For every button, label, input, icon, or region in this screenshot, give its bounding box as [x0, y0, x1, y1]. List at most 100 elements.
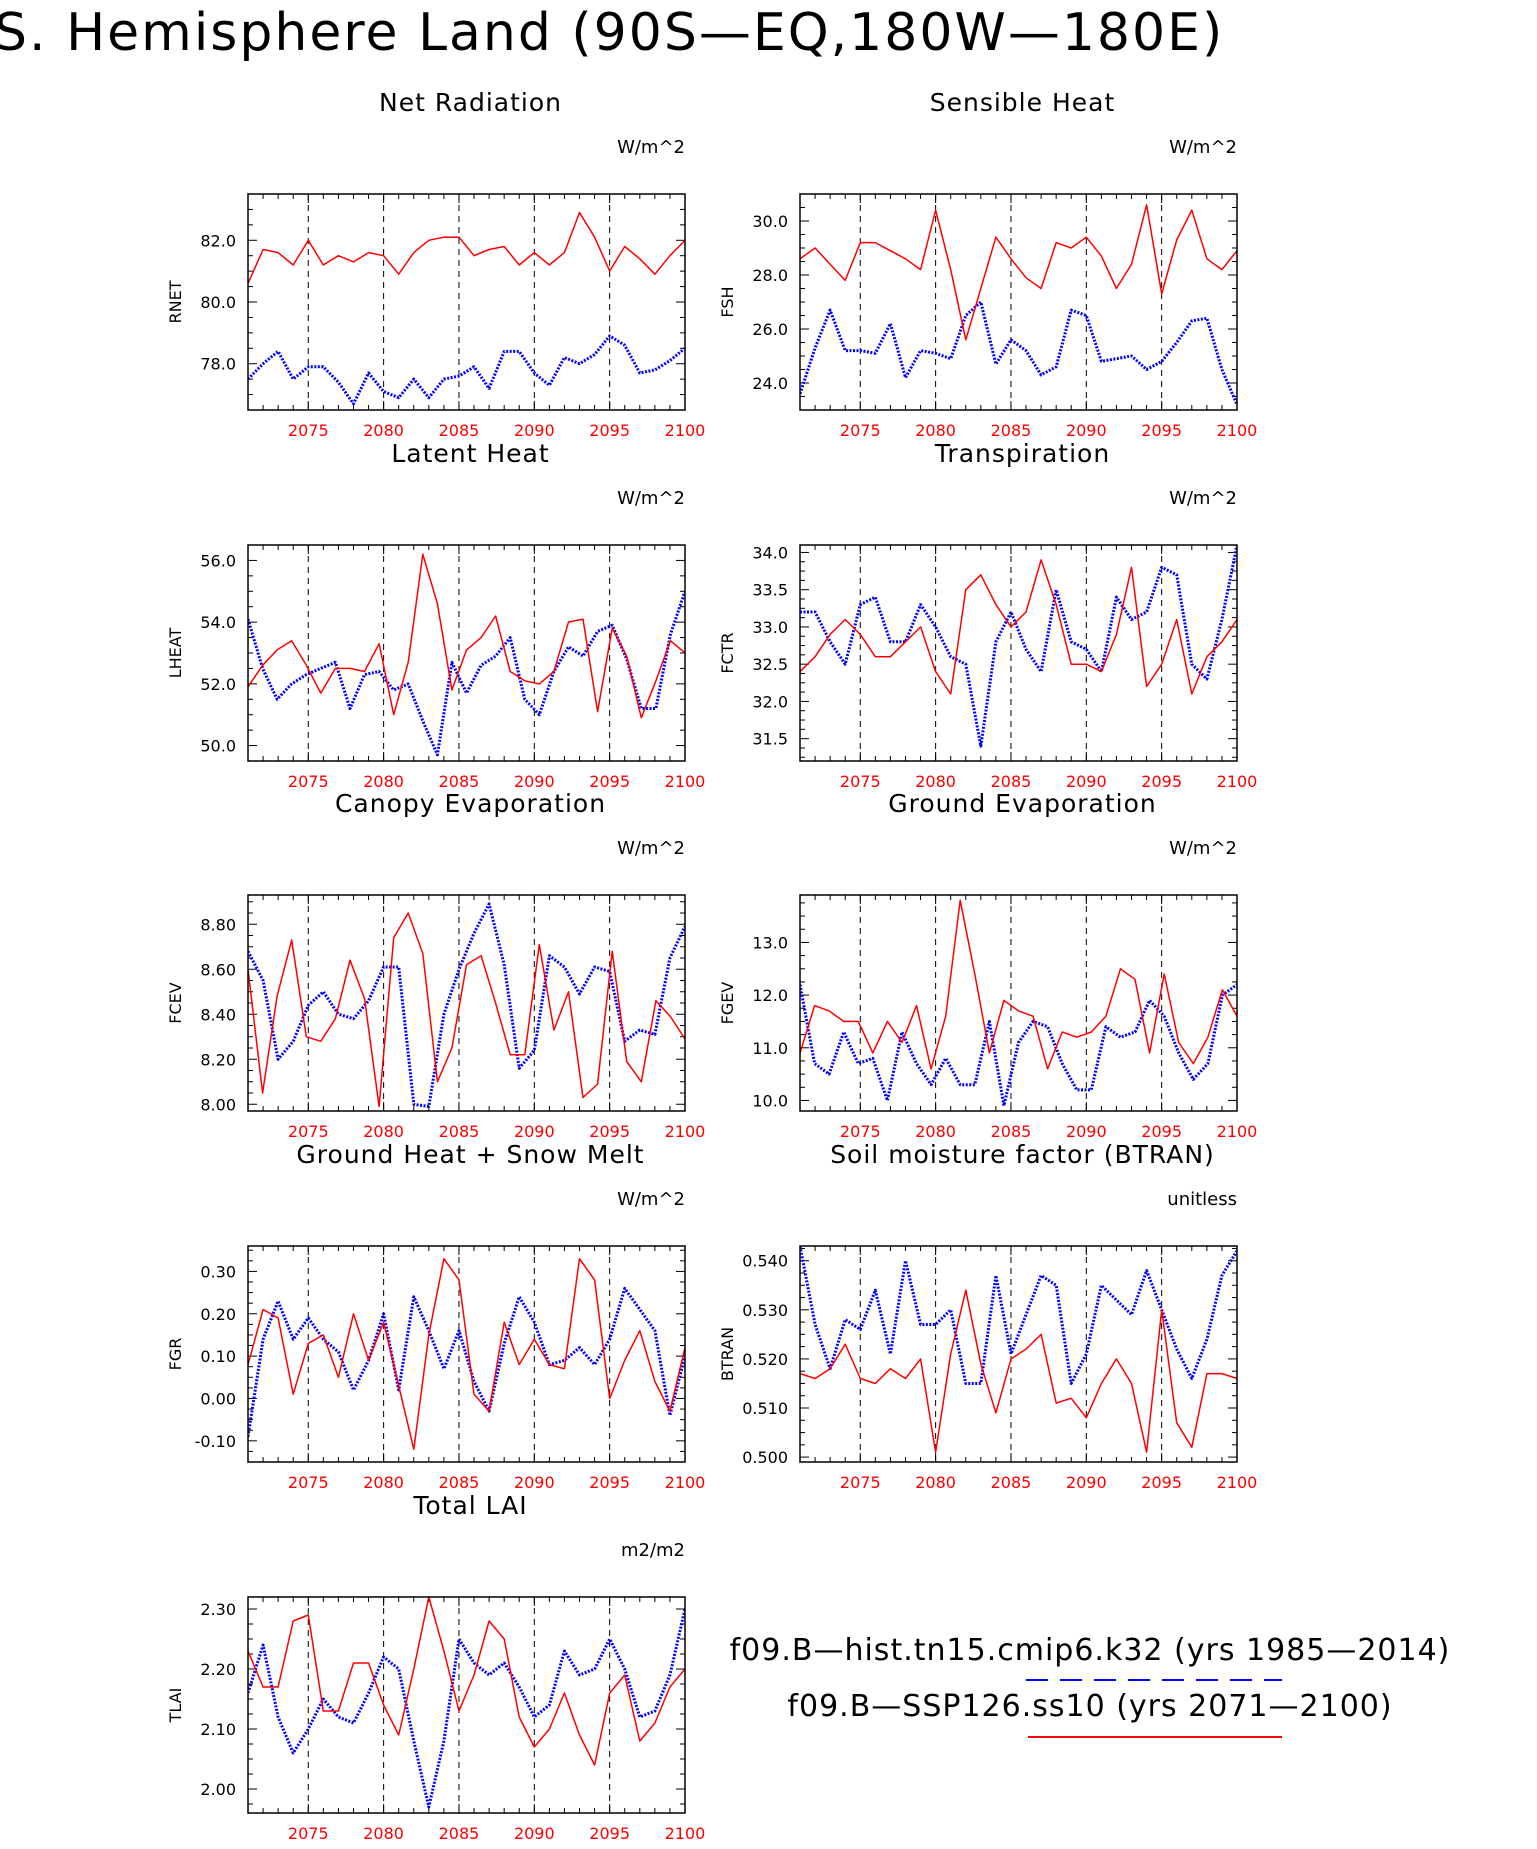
y-tick-label: 11.0 — [752, 1039, 788, 1058]
y-tick-label: 30.0 — [752, 212, 788, 231]
x-tick-label-bottom: 2085 — [991, 421, 1032, 440]
x-tick-label-bottom: 2080 — [915, 772, 956, 791]
y-tick-label: 82.0 — [200, 231, 236, 250]
x-tick-label-bottom: 2075 — [840, 1473, 881, 1492]
x-tick-label-bottom: 2085 — [991, 1473, 1032, 1492]
panel-title: Transpiration — [934, 439, 1110, 468]
y-tick-label: 10.0 — [752, 1091, 788, 1110]
y-tick-label: 13.0 — [752, 933, 788, 952]
panel-rnet: Net Radiation W/m^2 RNET 2075 2080 2085 2090 20… — [166, 88, 706, 440]
panel-lheat: Latent Heat W/m^2 LHEAT 2075 2080 2085 2090 209… — [166, 439, 706, 791]
y-axis-label: FSH — [718, 286, 737, 317]
series-hist-line — [248, 1608, 685, 1809]
panel-btran: Soil moisture factor (BTRAN) unitless BTRA… — [718, 1140, 1257, 1492]
y-axis-label: FGEV — [718, 982, 737, 1025]
series-ssp-line — [248, 1597, 685, 1766]
y-tick-label: 0.00 — [200, 1389, 236, 1408]
panel-title: Canopy Evaporation — [335, 789, 606, 818]
y-tick-label: 32.0 — [752, 692, 788, 711]
plot-frame — [799, 1245, 1238, 1463]
units-label: W/m^2 — [1169, 137, 1237, 158]
x-tick-label-bottom: 2080 — [915, 1122, 956, 1141]
legend-label-hist: f09.B—hist.tn15.cmip6.k32 (yrs 1985—2014… — [730, 1633, 1451, 1668]
x-tick-label-bottom: 2090 — [1066, 772, 1107, 791]
units-label: W/m^2 — [617, 488, 685, 509]
plot-frame — [247, 544, 686, 762]
units-label: unitless — [1167, 1189, 1237, 1210]
x-tick-label-bottom: 2075 — [288, 1824, 329, 1843]
x-tick-label-bottom: 2095 — [1141, 1122, 1182, 1141]
units-label: m2/m2 — [621, 1540, 685, 1561]
y-tick-label: 0.520 — [742, 1350, 788, 1369]
y-tick-label: 8.60 — [200, 960, 236, 979]
y-tick-label: 26.0 — [752, 320, 788, 339]
series-ssp-line — [800, 204, 1237, 341]
y-tick-label: 8.20 — [200, 1050, 236, 1069]
y-tick-label: 50.0 — [200, 737, 236, 756]
y-axis-label: RNET — [166, 280, 185, 323]
series-hist-line — [248, 902, 685, 1108]
x-tick-label-bottom: 2100 — [1217, 772, 1258, 791]
panel-title: Latent Heat — [391, 439, 549, 468]
x-tick-label-bottom: 2075 — [288, 1473, 329, 1492]
x-tick-label-bottom: 2090 — [514, 772, 555, 791]
x-tick-label-bottom: 2095 — [589, 772, 630, 791]
x-tick-label-bottom: 2100 — [665, 1473, 706, 1492]
x-tick-label-bottom: 2095 — [1141, 1473, 1182, 1492]
y-tick-label: 28.0 — [752, 266, 788, 285]
series-ssp-line — [800, 899, 1237, 1070]
series-ssp-line — [800, 559, 1237, 695]
y-tick-label: 33.5 — [752, 581, 788, 600]
panel-fgev: Ground Evaporation W/m^2 FGEV 2075 2080 2085 2… — [718, 789, 1257, 1141]
x-tick-label-bottom: 2100 — [665, 1824, 706, 1843]
y-tick-label: 80.0 — [200, 293, 236, 312]
x-tick-label-bottom: 2080 — [363, 772, 404, 791]
x-tick-label-bottom: 2095 — [589, 1824, 630, 1843]
x-tick-label-bottom: 2090 — [514, 421, 555, 440]
x-tick-label-bottom: 2100 — [665, 772, 706, 791]
x-tick-label-bottom: 2100 — [1217, 421, 1258, 440]
x-tick-label-bottom: 2085 — [439, 1473, 480, 1492]
units-label: W/m^2 — [617, 137, 685, 158]
x-tick-label-bottom: 2095 — [589, 1473, 630, 1492]
y-axis-label: FCEV — [166, 982, 185, 1023]
x-tick-label-bottom: 2095 — [1141, 421, 1182, 440]
y-tick-label: 0.530 — [742, 1301, 788, 1320]
panel-fcev: Canopy Evaporation W/m^2 FCEV 2075 2080 2085 2… — [166, 789, 705, 1141]
y-axis-label: LHEAT — [166, 628, 185, 679]
panel-title: Ground Heat + Snow Melt — [296, 1140, 644, 1169]
y-tick-label: 0.30 — [200, 1262, 236, 1281]
y-tick-label: 24.0 — [752, 374, 788, 393]
x-tick-label-bottom: 2075 — [288, 772, 329, 791]
y-tick-label: 0.510 — [742, 1399, 788, 1418]
x-tick-label-bottom: 2075 — [840, 421, 881, 440]
x-tick-label-bottom: 2090 — [514, 1122, 555, 1141]
panel-tlai: Total LAI m2/m2 TLAI 2075 2080 2085 2090 2095 21… — [166, 1491, 706, 1843]
units-label: W/m^2 — [1169, 838, 1237, 859]
y-tick-label: 2.30 — [200, 1600, 236, 1619]
units-label: W/m^2 — [617, 838, 685, 859]
x-tick-label-bottom: 2085 — [439, 1824, 480, 1843]
x-tick-label-bottom: 2085 — [439, 421, 480, 440]
x-tick-label-bottom: 2090 — [514, 1473, 555, 1492]
x-tick-label-bottom: 2095 — [589, 421, 630, 440]
panel-title: Sensible Heat — [930, 88, 1116, 117]
y-tick-label: 34.0 — [752, 543, 788, 562]
y-tick-label: 56.0 — [200, 551, 236, 570]
y-tick-label: 8.40 — [200, 1005, 236, 1024]
y-tick-label: 78.0 — [200, 355, 236, 374]
x-tick-label-bottom: 2080 — [363, 1473, 404, 1492]
y-tick-label: 54.0 — [200, 613, 236, 632]
series-ssp-line — [248, 553, 685, 719]
figure-title: S. Hemisphere Land (90S—EQ,180W—180E) — [0, 3, 1224, 63]
x-tick-label-bottom: 2100 — [665, 421, 706, 440]
y-tick-label: 0.540 — [742, 1252, 788, 1271]
y-tick-label: 8.00 — [200, 1095, 236, 1114]
y-tick-label: 2.00 — [200, 1780, 236, 1799]
x-tick-label-bottom: 2080 — [915, 1473, 956, 1492]
legend-label-ssp: f09.B—SSP126.ss10 (yrs 2071—2100) — [787, 1689, 1392, 1724]
units-label: W/m^2 — [617, 1189, 685, 1210]
y-tick-label: -0.10 — [195, 1432, 236, 1451]
x-tick-label-bottom: 2085 — [439, 1122, 480, 1141]
